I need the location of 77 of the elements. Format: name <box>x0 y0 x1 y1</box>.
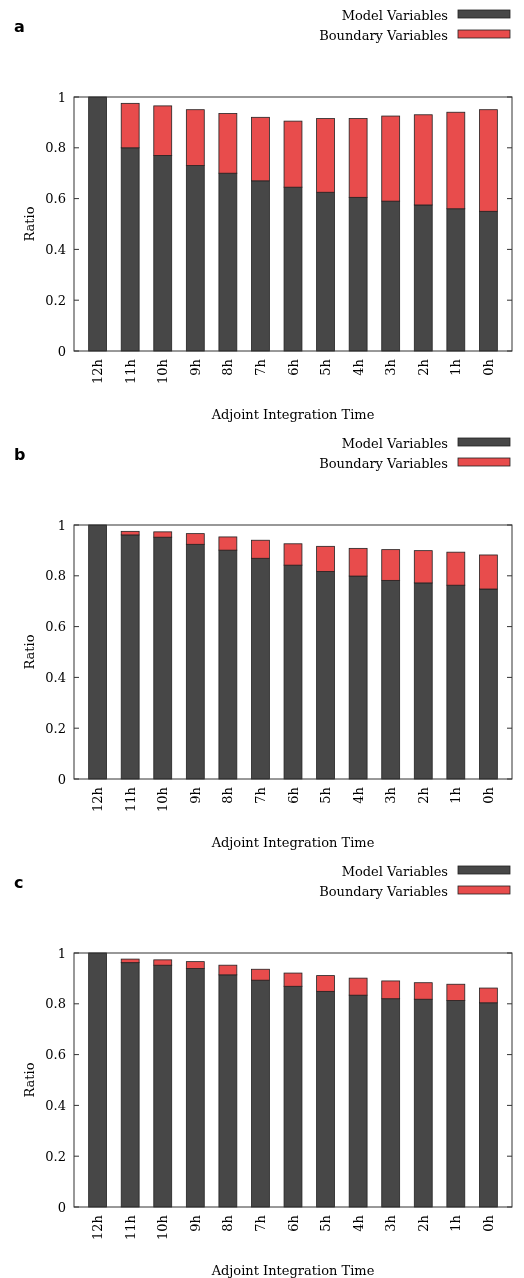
y-tick-label: 0.4 <box>45 669 66 685</box>
y-tick-label: 0.8 <box>45 996 66 1012</box>
bar <box>88 524 107 780</box>
x-tick-label: 3h <box>383 786 399 804</box>
bar <box>120 534 140 780</box>
y-tick-label: 0.8 <box>45 140 66 156</box>
x-tick-label: 3h <box>383 358 399 376</box>
y-tick-label: 1 <box>57 517 66 533</box>
bar <box>120 962 140 1208</box>
x-tick-label: 0h <box>480 1214 496 1232</box>
x-tick-label: 6h <box>285 1214 301 1232</box>
y-tick-label: 0 <box>57 343 66 359</box>
y-tick-label: 1 <box>57 945 66 961</box>
x-tick-label: 8h <box>220 786 236 804</box>
x-tick-label: 1h <box>448 1214 464 1232</box>
x-tick-label: 7h <box>252 786 268 804</box>
x-tick-label: 1h <box>448 358 464 376</box>
x-tick-label: 2h <box>415 786 431 804</box>
legend-label: Model Variables <box>341 864 448 879</box>
x-tick-label: 11h <box>122 1214 138 1240</box>
x-tick-label: 1h <box>448 786 464 804</box>
x-tick-label: 5h <box>318 786 334 804</box>
y-tick-label: 0.8 <box>45 568 66 584</box>
y-tick-label: 0.4 <box>45 1097 66 1113</box>
x-tick-label: 5h <box>318 358 334 376</box>
x-axis-title: Adjoint Integration Time <box>210 407 375 422</box>
x-tick-label: 0h <box>480 358 496 376</box>
y-tick-label: 1 <box>57 89 66 105</box>
chart-title: a <box>14 17 25 36</box>
x-tick-label: 3h <box>383 1214 399 1232</box>
x-tick-label: 12h <box>90 1214 106 1240</box>
x-tick-label: 10h <box>155 358 171 384</box>
x-tick-label: 8h <box>220 358 236 376</box>
x-tick-label: 8h <box>220 1214 236 1232</box>
y-tick-label: 0.6 <box>45 619 66 635</box>
chart-title: c <box>14 873 24 892</box>
bar <box>88 96 107 352</box>
chart-title: b <box>14 445 26 464</box>
x-tick-label: 10h <box>155 1214 171 1240</box>
y-tick-label: 0.6 <box>45 1047 66 1063</box>
x-tick-label: 6h <box>285 358 301 376</box>
bar <box>88 952 107 1208</box>
x-tick-label: 6h <box>285 786 301 804</box>
x-tick-label: 7h <box>252 1214 268 1232</box>
x-tick-label: 2h <box>415 1214 431 1232</box>
x-tick-label: 2h <box>415 358 431 376</box>
legend-label: Model Variables <box>341 436 448 451</box>
x-tick-label: 11h <box>122 786 138 812</box>
y-axis-title: Ratio <box>22 1062 37 1098</box>
x-tick-label: 9h <box>187 358 203 376</box>
y-tick-label: 0.2 <box>45 720 66 736</box>
x-axis-title: Adjoint Integration Time <box>210 1263 375 1278</box>
y-axis-title: Ratio <box>22 206 37 242</box>
x-tick-label: 7h <box>252 358 268 376</box>
x-axis-title: Adjoint Integration Time <box>210 835 375 850</box>
x-tick-label: 5h <box>318 1214 334 1232</box>
y-tick-label: 0 <box>57 1199 66 1215</box>
legend-label: Model Variables <box>341 8 448 23</box>
y-tick-label: 0.6 <box>45 191 66 207</box>
x-tick-label: 4h <box>350 786 366 804</box>
x-tick-label: 10h <box>155 786 171 812</box>
y-axis-title: Ratio <box>22 634 37 670</box>
y-tick-label: 0.4 <box>45 241 66 257</box>
x-tick-label: 12h <box>90 786 106 812</box>
x-tick-label: 4h <box>350 358 366 376</box>
x-tick-label: 12h <box>90 358 106 384</box>
x-tick-label: 4h <box>350 1214 366 1232</box>
legend-label: Boundary Variables <box>319 28 448 43</box>
legend-label: Boundary Variables <box>319 456 448 471</box>
y-tick-label: 0 <box>57 771 66 787</box>
legend-label: Boundary Variables <box>319 884 448 899</box>
x-tick-label: 0h <box>480 786 496 804</box>
y-tick-label: 0.2 <box>45 292 66 308</box>
y-tick-label: 0.2 <box>45 1148 66 1164</box>
x-tick-label: 9h <box>187 786 203 804</box>
x-tick-label: 9h <box>187 1214 203 1232</box>
x-tick-label: 11h <box>122 358 138 384</box>
